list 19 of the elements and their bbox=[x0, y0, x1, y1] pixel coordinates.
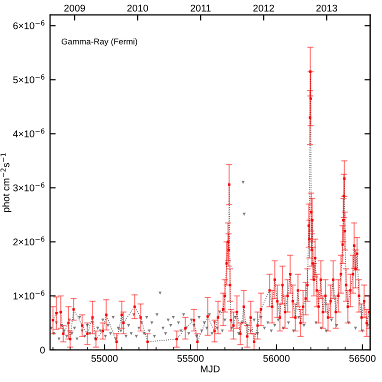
y-tick-label: 5×10$^{−6}$ bbox=[13, 74, 44, 84]
annotation: Gamma-Ray (Fermi) bbox=[62, 38, 138, 46]
y-axis-title: phot cm$^{−2}$s$^{−1}$ bbox=[0, 153, 12, 212]
y-tick-label: 3×10$^{−6}$ bbox=[13, 182, 44, 192]
x2-tick-label: 2010 bbox=[127, 4, 148, 12]
x2-tick-label: 2013 bbox=[316, 4, 338, 12]
y-tick-label: 4×10$^{−6}$ bbox=[13, 128, 44, 138]
y-tick-label: 6×10$^{−6}$ bbox=[13, 20, 44, 30]
x-tick-label: 55500 bbox=[177, 355, 204, 362]
x2-tick-label: 2011 bbox=[190, 4, 211, 12]
x-tick-label: 56000 bbox=[263, 355, 290, 362]
x-axis-title: MJD bbox=[200, 366, 220, 372]
x2-tick-label: 2012 bbox=[253, 4, 274, 12]
y-tick-label: 2×10$^{−6}$ bbox=[13, 236, 44, 246]
x-tick-label: 56500 bbox=[349, 355, 376, 362]
y-tick-label: 1×10$^{−6}$ bbox=[14, 290, 44, 300]
y-tick-label: 0 bbox=[40, 346, 45, 354]
x-tick-label: 55000 bbox=[91, 355, 118, 362]
x2-tick-label: 2009 bbox=[64, 4, 85, 12]
